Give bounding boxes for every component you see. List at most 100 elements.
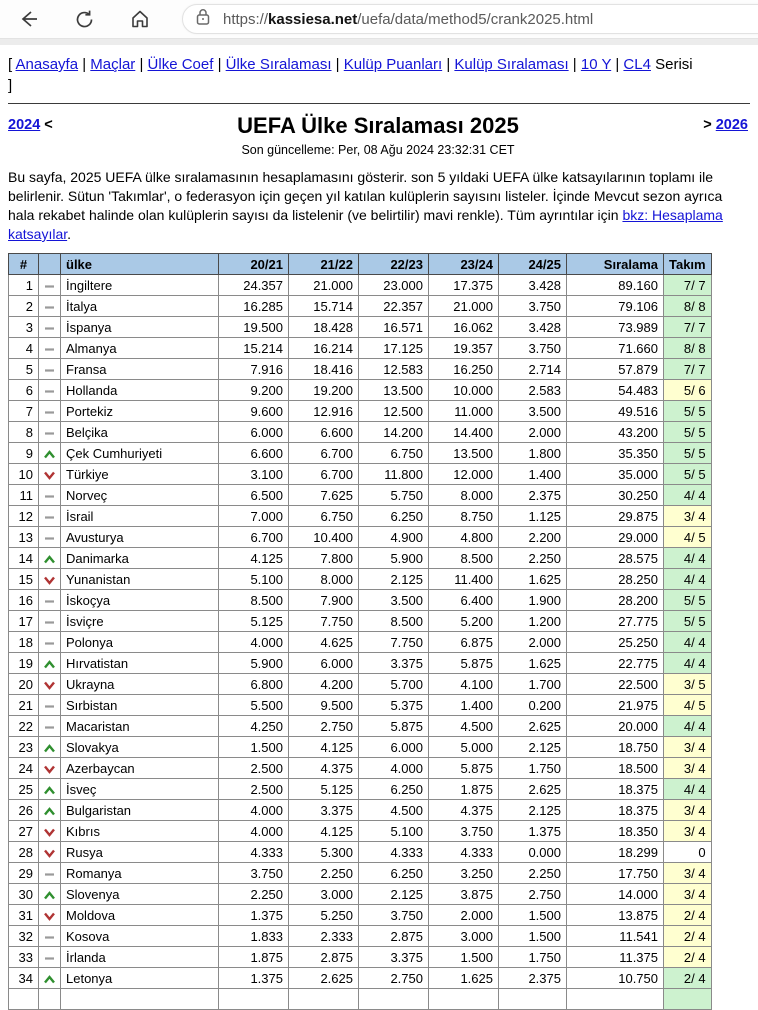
country-cell: İsviçre: [60, 610, 219, 632]
prev-year-link[interactable]: 2024: [8, 117, 41, 133]
url-text: https://kassiesa.net/uefa/data/method5/c…: [223, 11, 593, 28]
refresh-button[interactable]: [70, 5, 98, 33]
movement-cell: [38, 484, 61, 506]
empty-cell: [663, 988, 712, 1010]
rank-cell: 16: [8, 589, 39, 611]
teams-cell: 5/ 5: [663, 400, 712, 422]
coef-cell-2223: 6.250: [358, 505, 429, 527]
coef-cell-2324: 13.500: [428, 442, 499, 464]
coef-cell-2324: 10.000: [428, 379, 499, 401]
back-arrow-icon: [17, 8, 39, 30]
rank-cell: 3: [8, 316, 39, 338]
table-header-row: # ülke 20/21 21/22 22/23 23/24 24/25 Sır…: [8, 253, 712, 275]
movement-cell: [38, 568, 61, 590]
coef-cell-2425: 1.125: [498, 505, 567, 527]
country-cell: İsrail: [60, 505, 219, 527]
country-cell: Türkiye: [60, 463, 219, 485]
coef-cell-2122: 4.125: [288, 736, 359, 758]
url-path: /uefa/data/method5/crank2025.html: [357, 10, 594, 28]
coef-cell-2324: 3.875: [428, 883, 499, 905]
rank-up-icon: [44, 449, 55, 458]
rank-down-icon: [44, 849, 55, 858]
coef-cell-2223: 14.200: [358, 421, 429, 443]
movement-cell: [38, 778, 61, 800]
table-row: 10 Türkiye 3.100 6.700 11.800 12.000 1.400 35.0…: [8, 463, 712, 485]
movement-cell: [38, 316, 61, 338]
coef-cell-2324: 3.250: [428, 862, 499, 884]
total-cell: 18.750: [566, 736, 664, 758]
coef-cell-2324: 21.000: [428, 295, 499, 317]
col-header-2223: 22/23: [358, 253, 429, 275]
lock-icon[interactable]: [195, 8, 211, 31]
home-button[interactable]: [126, 5, 154, 33]
total-cell: 14.000: [566, 883, 664, 905]
country-cell: Norveç: [60, 484, 219, 506]
next-year-link[interactable]: 2026: [715, 117, 748, 133]
url-domain: kassiesa.net: [268, 10, 358, 28]
nav-link-5[interactable]: Kulüp Puanları: [343, 56, 443, 73]
back-button[interactable]: [14, 5, 42, 33]
total-cell: 13.875: [566, 904, 664, 926]
rank-same-icon: [45, 641, 54, 645]
total-cell: 49.516: [566, 400, 664, 422]
teams-cell: 2/ 4: [663, 967, 712, 989]
coef-cell-2021: 3.100: [218, 463, 289, 485]
coef-cell-2324: 5.875: [428, 652, 499, 674]
coef-cell-2122: 5.125: [288, 778, 359, 800]
coef-cell-2324: 16.062: [428, 316, 499, 338]
movement-cell: [38, 673, 61, 695]
teams-cell: 5/ 6: [663, 379, 712, 401]
nav-link-3[interactable]: Ülke Coef: [147, 56, 214, 73]
table-row: 29 Romanya 3.750 2.250 6.250 3.250 2.250 17.750…: [8, 862, 712, 884]
nav-link-1[interactable]: Anasayfa: [15, 56, 79, 73]
nav-link-2[interactable]: Maçlar: [90, 56, 136, 73]
calculation-method-link[interactable]: bkz: Hesaplama katsayılar: [8, 207, 723, 242]
total-cell: 20.000: [566, 715, 664, 737]
table-row: 1 İngiltere 24.357 21.000 23.000 17.375 3.428 8…: [8, 274, 712, 296]
coef-cell-2021: 5.900: [218, 652, 289, 674]
coef-cell-2122: 12.916: [288, 400, 359, 422]
home-icon: [129, 8, 151, 30]
rank-same-icon: [45, 494, 54, 498]
nav-links: Anasayfa | Maçlar | Ülke Coef | Ülke Sır…: [15, 56, 651, 73]
coef-cell-2122: 2.750: [288, 715, 359, 737]
rank-same-icon: [45, 347, 54, 351]
rank-cell: 27: [8, 820, 39, 842]
movement-cell: [38, 946, 61, 968]
rank-same-icon: [45, 515, 54, 519]
rank-down-icon: [44, 765, 55, 774]
address-bar[interactable]: https://kassiesa.net/uefa/data/method5/c…: [182, 4, 758, 34]
coef-cell-2223: 3.750: [358, 904, 429, 926]
col-header-2122: 21/22: [288, 253, 359, 275]
movement-cell: [38, 694, 61, 716]
coef-cell-2122: 4.625: [288, 631, 359, 653]
teams-cell: 3/ 4: [663, 820, 712, 842]
nav-link-7[interactable]: 10 Y: [580, 56, 612, 73]
coef-cell-2122: 6.700: [288, 463, 359, 485]
movement-cell: [38, 610, 61, 632]
movement-cell: [38, 337, 61, 359]
teams-cell: 3/ 5: [663, 673, 712, 695]
table-row: 6 Hollanda 9.200 19.200 13.500 10.000 2.583 54.…: [8, 379, 712, 401]
coef-cell-2425: 1.500: [498, 904, 567, 926]
coef-cell-2425: 1.375: [498, 820, 567, 842]
nav-link-6[interactable]: Kulüp Sıralaması: [454, 56, 569, 73]
coef-cell-2122: 2.875: [288, 946, 359, 968]
rank-cell: 25: [8, 778, 39, 800]
nav-link-4[interactable]: Ülke Sıralaması: [225, 56, 332, 73]
teams-cell: 8/ 8: [663, 295, 712, 317]
coef-cell-2425: 2.250: [498, 547, 567, 569]
coef-cell-2425: 1.900: [498, 589, 567, 611]
teams-cell: 3/ 4: [663, 883, 712, 905]
coef-cell-2122: 4.375: [288, 757, 359, 779]
rank-up-icon: [44, 659, 55, 668]
nav-link-8[interactable]: CL4: [623, 56, 651, 73]
teams-cell: 2/ 4: [663, 925, 712, 947]
rank-same-icon: [45, 956, 54, 960]
country-cell: Portekiz: [60, 400, 219, 422]
coef-cell-2122: 6.600: [288, 421, 359, 443]
teams-cell: 5/ 5: [663, 589, 712, 611]
coef-cell-2021: 7.000: [218, 505, 289, 527]
coef-cell-2425: 3.500: [498, 400, 567, 422]
coef-cell-2122: 6.750: [288, 505, 359, 527]
